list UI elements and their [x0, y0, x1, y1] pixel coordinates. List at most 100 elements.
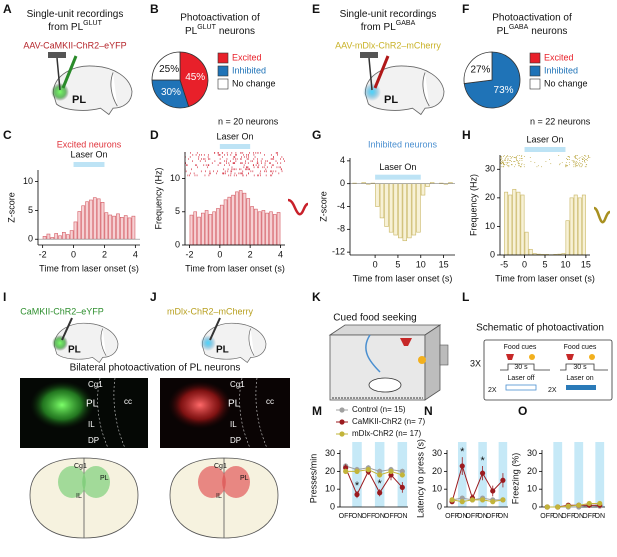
significance: * — [355, 480, 360, 492]
cue-light — [566, 354, 574, 360]
bar — [516, 191, 521, 256]
expression — [82, 466, 110, 498]
bar — [272, 214, 277, 246]
y-tick-label: 20 — [527, 466, 537, 476]
slice-label: 45% — [185, 72, 205, 83]
region: PL — [216, 345, 229, 356]
y-tick-label: 10 — [485, 221, 495, 231]
legend-label: Inhibited — [544, 65, 578, 75]
legend-swatch — [217, 78, 229, 90]
letter: K — [312, 290, 321, 304]
panel-letters: A B C D E F G H I J K L M N O — [3, 2, 527, 418]
bar — [246, 198, 251, 246]
legend-marker — [339, 419, 345, 425]
point — [490, 488, 496, 494]
bar — [276, 212, 281, 246]
bar — [131, 215, 136, 240]
letter: B — [150, 2, 159, 16]
x-tick-label: OFF — [361, 513, 375, 520]
point — [469, 497, 476, 503]
point — [377, 468, 383, 474]
point — [343, 468, 349, 474]
title: Cued food seeking — [333, 313, 416, 324]
slice-label: 27% — [470, 64, 490, 75]
superscript: GABA — [509, 24, 529, 31]
y-tick-label: 0 — [28, 234, 33, 244]
y-tick-label: -8 — [337, 224, 345, 234]
bar — [212, 211, 216, 246]
superscript: GABA — [396, 20, 416, 27]
legend-swatch — [529, 65, 541, 77]
letter: D — [150, 128, 159, 142]
bar — [227, 196, 232, 246]
bar — [425, 183, 430, 187]
label: DP — [230, 436, 241, 445]
bar — [388, 183, 394, 233]
y-axis-label: Frequency (Hz) — [468, 174, 478, 236]
laser-bar — [73, 162, 105, 167]
x-tick-label: 2 — [102, 249, 107, 259]
bar — [219, 204, 224, 246]
legend-label: Excited — [232, 52, 262, 62]
laser-shade — [595, 442, 605, 507]
label: PL — [240, 475, 249, 482]
y-tick-label: 30 — [527, 448, 537, 458]
box-top — [328, 324, 442, 336]
expression — [52, 335, 68, 351]
label: PL — [100, 475, 109, 482]
x-tick-label: -2 — [186, 249, 194, 259]
fiber — [61, 317, 73, 341]
y-tick-label: 0 — [532, 501, 537, 511]
label: PL — [228, 399, 241, 410]
point — [576, 502, 582, 508]
point — [459, 495, 465, 501]
point — [459, 499, 465, 505]
electrode-array — [48, 52, 66, 58]
y-tick-label: 10 — [325, 484, 335, 494]
point — [490, 499, 496, 505]
bar — [65, 234, 70, 240]
chart-title: Photoactivation of — [492, 13, 572, 24]
bar — [204, 210, 209, 246]
virus: AAV-CaMKII-ChR2–eYFP — [23, 40, 126, 50]
point — [479, 470, 486, 476]
speaker — [529, 354, 535, 360]
laser-shade — [352, 442, 362, 507]
slice-label: 73% — [494, 85, 514, 96]
x-tick-label: OFF — [465, 513, 479, 520]
bar — [223, 199, 228, 246]
bar — [197, 216, 201, 246]
y-axis-label: Presses/min — [308, 454, 318, 504]
bar — [261, 210, 266, 246]
title-part: Single-unit recordings — [27, 9, 124, 20]
title-part: neurons — [531, 26, 567, 37]
bar — [216, 208, 220, 246]
label: Cg1 — [214, 463, 227, 470]
bar — [508, 194, 513, 256]
virus: mDlx-ChR2–mCherry — [167, 306, 254, 316]
legend-marker — [339, 431, 345, 437]
bar — [69, 230, 74, 240]
point — [500, 477, 506, 483]
x-tick-label: 10 — [416, 259, 426, 269]
series-line — [345, 467, 403, 496]
laser-on: Laser on — [566, 375, 593, 382]
x-tick-label: 4 — [278, 249, 283, 259]
letter: A — [3, 2, 12, 16]
bar — [384, 183, 389, 227]
bar — [411, 183, 417, 236]
bar — [81, 205, 86, 240]
title-part: Single-unit recordings — [340, 9, 437, 20]
bar — [393, 183, 398, 236]
bar — [269, 211, 273, 246]
y-tick-label: 30 — [485, 164, 495, 174]
bar — [504, 191, 509, 256]
point — [377, 490, 383, 496]
bar — [58, 235, 62, 240]
chart-title: PLGABA neurons — [497, 24, 568, 37]
bar — [524, 231, 529, 256]
rat — [368, 377, 402, 393]
title: from PLGLUT — [48, 20, 102, 33]
legend-label: Inhibited — [232, 65, 266, 75]
